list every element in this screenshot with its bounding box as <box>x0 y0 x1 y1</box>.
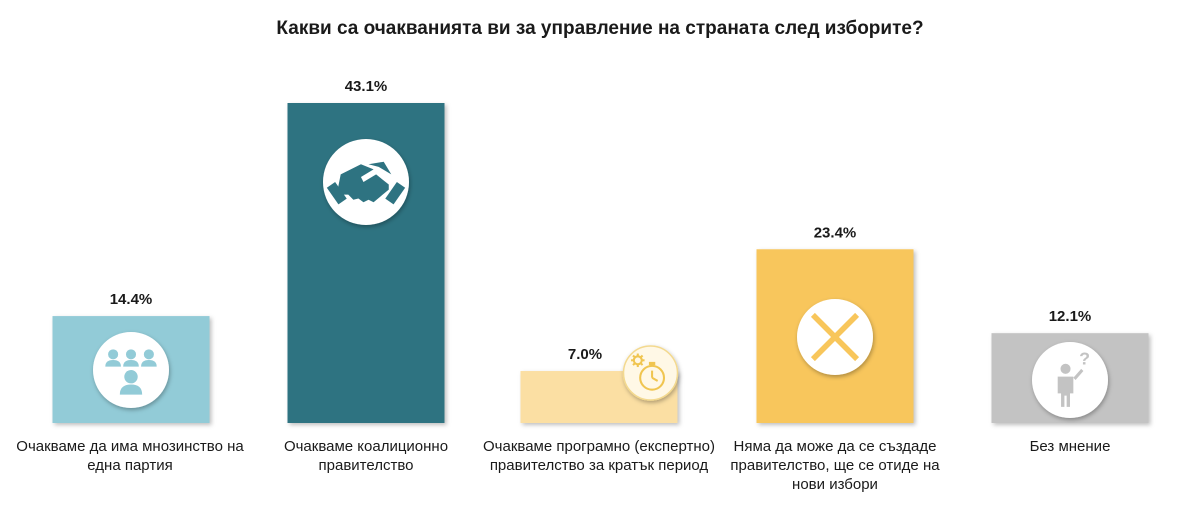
bar-group: 14.4% Очакваме да има мнозинство на една п… <box>16 291 244 474</box>
value-label: 43.1% <box>345 78 388 95</box>
category-label: Очакваме коалиционно <box>284 438 448 455</box>
category-label: Без мнение <box>1030 438 1111 455</box>
category-label: нови избори <box>792 476 878 493</box>
svg-text:?: ? <box>1079 348 1090 368</box>
value-label: 14.4% <box>110 291 153 308</box>
group-leader-icon <box>105 349 157 395</box>
cross-icon <box>810 312 860 362</box>
bar-group: 7.0% Очакваме програмно (експертно) правит… <box>483 345 715 474</box>
chart-title: Какви са очакванията ви за управление на… <box>276 18 923 39</box>
category-label: Няма да може да се създаде <box>734 438 937 455</box>
question-person-icon: ? <box>1057 348 1090 407</box>
category-label: правителство, ще се отиде на <box>730 457 940 474</box>
handshake-icon <box>326 161 406 205</box>
stopwatch-gear-icon <box>631 353 666 391</box>
value-label: 23.4% <box>814 224 857 241</box>
category-label: Очакваме програмно (експертно) <box>483 438 715 455</box>
category-label: една партия <box>87 457 172 474</box>
bar-group: 23.4% Няма да може да се създаде правителс… <box>730 224 940 493</box>
category-label: правителство <box>319 457 414 474</box>
bar-group: 43.1% Очакваме коалиционно правителство <box>284 78 448 474</box>
bar-group: ? 12.1% Без мнение <box>991 308 1149 455</box>
icon-circle <box>622 345 679 401</box>
value-label: 7.0% <box>568 346 602 363</box>
category-label: Очакваме да има мнозинство на <box>16 438 244 455</box>
value-label: 12.1% <box>1049 308 1092 325</box>
category-label: правителство за кратък период <box>490 457 709 474</box>
